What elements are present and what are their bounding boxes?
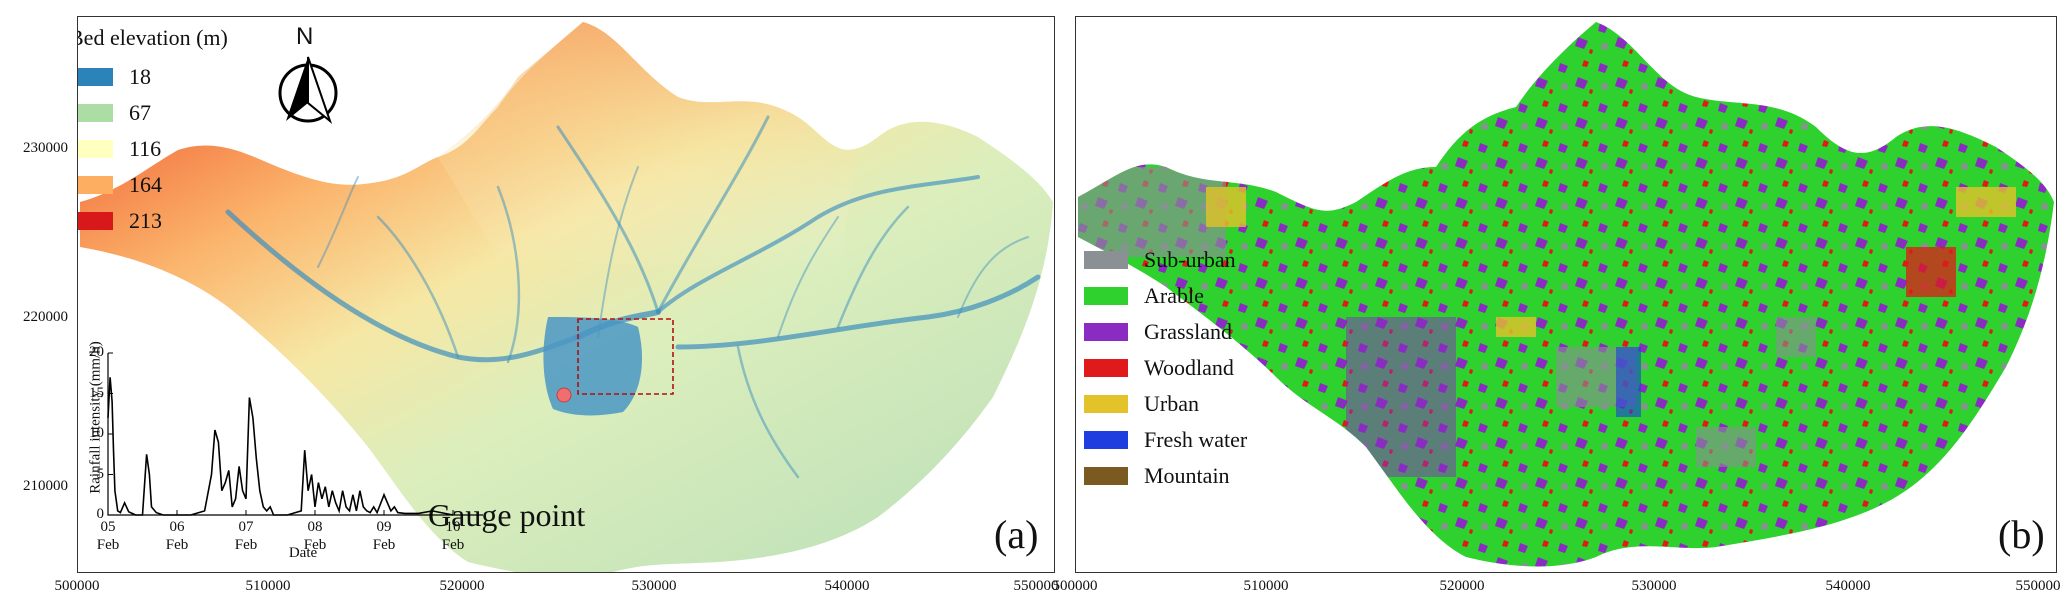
legend-label: Mountain (1144, 463, 1230, 488)
legend-item: 116 (78, 131, 228, 167)
inset-y-tick: 5 (96, 465, 105, 482)
landuse-map (1078, 22, 2054, 567)
inset-x-tick-month: Feb (234, 537, 258, 553)
inset-y-tick: 10 (89, 425, 104, 441)
rainfall-series-line (107, 377, 454, 516)
inset-x-tick-day: 07 (238, 519, 254, 535)
x-axis-tick-a: 540000 (824, 578, 870, 594)
legend-item: Urban (1084, 386, 1247, 422)
landuse-map-panel: Sub-urban Arable Grassland Woodland Urban Fre… (1075, 16, 2057, 573)
legend-swatch (78, 212, 113, 230)
x-axis-tick-b: 550000 (2015, 578, 2061, 594)
rainfall-inset-chart: Rainfall intensity (mm/h) Date 20 15 10 5 0 … (78, 317, 508, 572)
legend-swatch (1084, 395, 1128, 413)
legend-swatch (78, 176, 113, 194)
legend-swatch (1084, 467, 1128, 485)
inset-x-tick-day: 06 (169, 519, 185, 535)
legend-swatch (1084, 359, 1128, 377)
legend-swatch (1084, 431, 1128, 449)
legend-label: 116 (129, 136, 162, 161)
legend-item: Grassland (1084, 314, 1247, 350)
legend-item: 67 (78, 95, 228, 131)
inset-y-tick: 0 (96, 506, 105, 522)
x-axis-tick-b: 530000 (1631, 578, 1677, 594)
x-axis-tick-b: 540000 (1825, 578, 1871, 594)
legend-swatch (1084, 251, 1128, 269)
inset-y-tick: 15 (89, 384, 104, 401)
x-axis-tick-a: 550000 (1013, 578, 1059, 594)
legend-label: 18 (129, 64, 151, 89)
legend-item: Fresh water (1084, 422, 1247, 458)
landuse-legend: Sub-urban Arable Grassland Woodland Urban Fre… (1084, 242, 1247, 494)
legend-item: Mountain (1084, 458, 1247, 494)
legend-label: 213 (129, 208, 162, 233)
north-arrow (278, 56, 338, 125)
inset-x-tick-month: Feb (372, 537, 396, 553)
legend-swatch (78, 140, 113, 158)
inset-x-tick-day: 05 (100, 519, 116, 535)
legend-swatch (1084, 323, 1128, 341)
panel-a-label: (a) (994, 512, 1039, 557)
x-axis-tick-b: 520000 (1439, 578, 1485, 594)
y-axis-tick: 230000 (23, 140, 68, 156)
elevation-map-panel: Bed elevation (m) 18 67 116 164 213 N Gauge … (77, 16, 1055, 573)
x-axis-tick-a: 530000 (631, 578, 677, 594)
x-axis-tick-b: 510000 (1243, 578, 1289, 594)
legend-label: Fresh water (1144, 427, 1248, 452)
x-axis-tick-a: 520000 (439, 578, 485, 594)
legend-item: 213 (78, 203, 228, 239)
river-network (225, 115, 1041, 479)
legend-label: 164 (129, 172, 162, 197)
legend-swatch (1084, 287, 1128, 305)
x-axis-tick-a: 500000 (54, 578, 100, 594)
inset-y-tick: 20 (89, 344, 104, 360)
study-area-box (577, 318, 674, 395)
y-axis-tick: 220000 (23, 309, 68, 325)
x-axis-tick-a: 510000 (245, 578, 291, 594)
legend-item: Sub-urban (1084, 242, 1247, 278)
inset-x-tick-day: 08 (307, 519, 323, 535)
inset-xlabel: Date (288, 545, 318, 561)
inset-x-tick-day: 09 (376, 519, 392, 535)
legend-swatch (78, 104, 113, 122)
legend-label: Urban (1144, 391, 1199, 416)
panel-b-label: (b) (1998, 512, 2045, 557)
legend-item: 164 (78, 167, 228, 203)
inset-axes (107, 353, 483, 516)
legend-item: 18 (78, 59, 228, 95)
legend-title: Bed elevation (m) (77, 25, 228, 50)
legend-label: Woodland (1144, 355, 1234, 380)
gauge-point-marker (556, 387, 572, 403)
north-label: N (296, 23, 314, 50)
legend-label: 67 (129, 100, 151, 125)
legend-label: Arable (1144, 283, 1204, 308)
elevation-map (80, 22, 1053, 572)
legend-label: Grassland (1144, 319, 1232, 344)
elevation-legend: Bed elevation (m) 18 67 116 164 213 (77, 25, 228, 239)
inset-x-tick-month: Feb (441, 537, 465, 553)
inset-x-tick-month: Feb (303, 537, 327, 553)
rainfall-plot (107, 352, 483, 516)
x-axis-tick-b: 500000 (1052, 578, 1098, 594)
y-axis-tick: 210000 (23, 478, 68, 494)
legend-label: Sub-urban (1144, 247, 1236, 272)
legend-item: Woodland (1084, 350, 1247, 386)
outlet-area (543, 317, 643, 416)
inset-x-tick-month: Feb (165, 537, 189, 553)
inset-x-tick-month: Feb (96, 537, 120, 553)
inset-x-tick-day: 10 (445, 519, 461, 535)
legend-item: Arable (1084, 278, 1247, 314)
legend-swatch (78, 68, 113, 86)
